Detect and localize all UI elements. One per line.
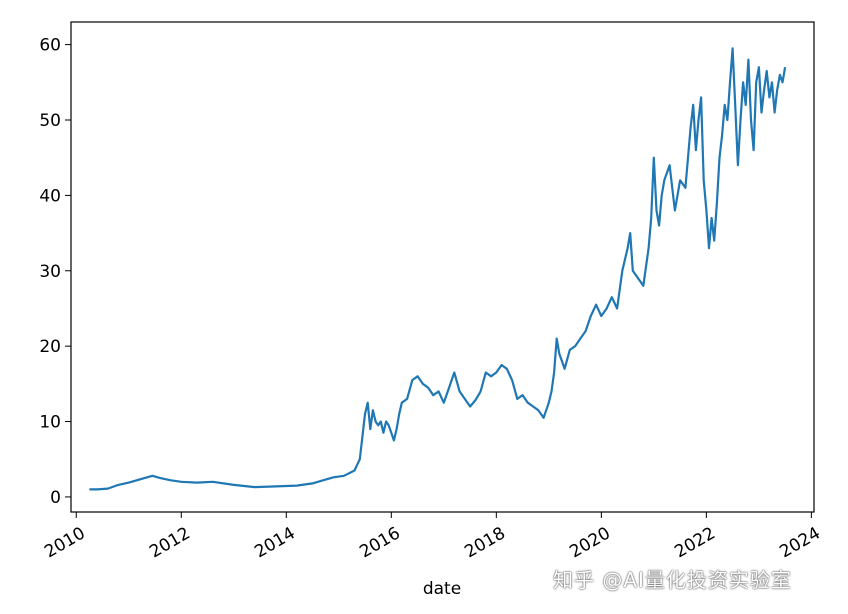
series-line [89,47,787,491]
x-tick-label: 2020 [566,523,613,562]
x-axis-label: date [423,579,461,599]
y-tick-label: 20 [39,337,61,357]
y-axis: 0 10 20 30 40 50 60 [39,36,71,508]
x-tick-label: 2010 [41,523,88,562]
x-tick-label: 2014 [251,523,298,562]
x-tick-label: 2024 [776,523,823,562]
y-tick-label: 10 [39,413,61,433]
y-tick-label: 50 [39,111,61,131]
x-tick-label: 2016 [356,523,403,562]
x-tick-label: 2012 [146,523,193,562]
y-tick-label: 40 [39,186,61,206]
watermark-text: 知乎 @AI量化投资实验室 [553,568,792,592]
x-tick-label: 2022 [671,523,718,562]
x-axis: 2010 2012 2014 2016 2018 2020 2022 2024 [41,512,824,562]
x-tick-label: 2018 [461,523,508,562]
y-tick-label: 0 [50,488,61,508]
plot-area [70,21,815,513]
series-layer [89,47,787,491]
y-tick-label: 60 [39,36,61,56]
y-tick-label: 30 [39,262,61,282]
